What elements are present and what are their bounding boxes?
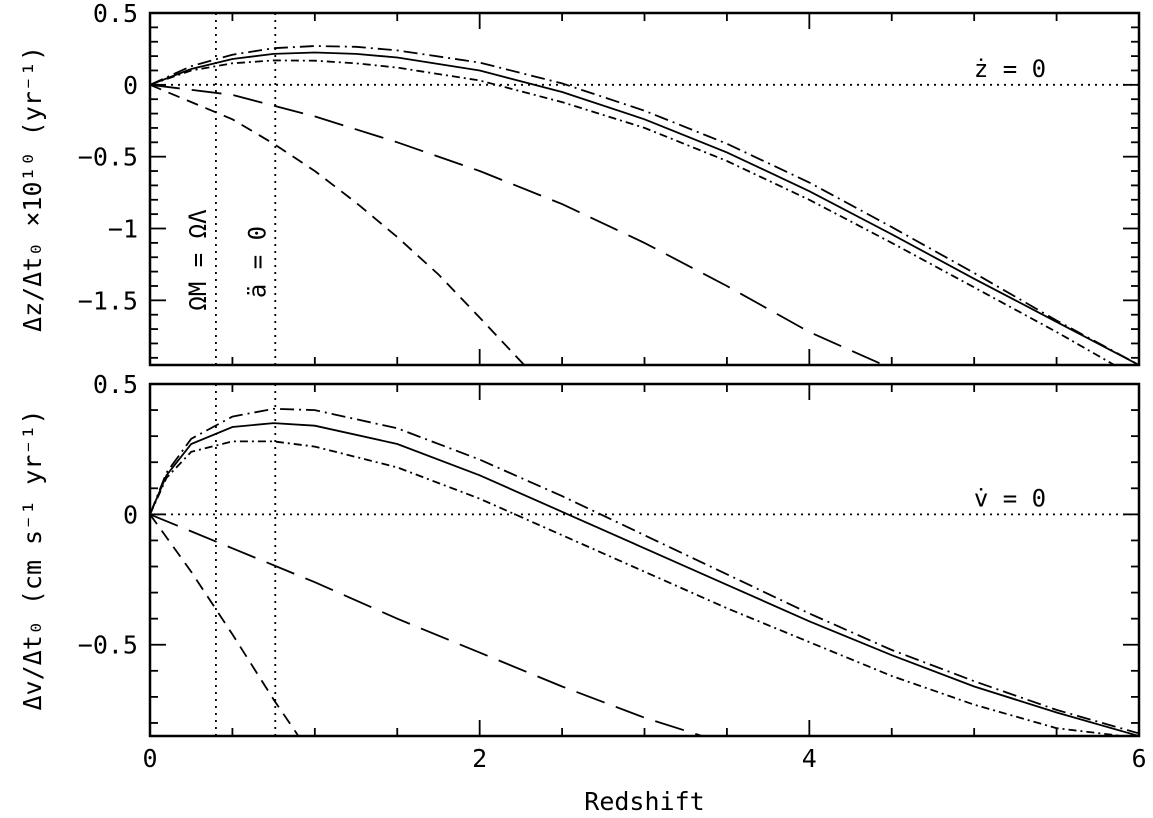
x-axis-title: Redshift [584,787,704,816]
y-tick-label: 0 [123,500,138,529]
curves [150,45,1139,365]
y-tick-label: 0 [123,71,138,100]
series-short-dash [150,83,525,365]
x-tick-label: 4 [802,744,817,773]
series-dash-dot-short [150,440,1123,736]
series-solid [150,51,1139,365]
plot-frame [148,11,1141,367]
x-tick-label: 2 [472,744,487,773]
series-dash-dot [150,407,1139,735]
y-tick-label: −1.5 [78,286,138,315]
plot-frame [148,382,1141,738]
curves [150,407,1139,736]
series-short-dash [150,513,300,736]
acceleration-annotation: ä = 0 [243,226,271,298]
panel-bottom: 0.5 0 −0.5 0 2 4 6 Redshift Δv/Δt₀ (cm s⁻¹ yr⁻¹)… [18,370,1147,816]
series-long-dash [150,83,884,365]
y-tick-label: −0.5 [78,143,138,172]
y-tick-label: −0.5 [78,631,138,660]
y-tick-label: −1 [108,215,138,244]
zero-annotation: ż = 0 [974,55,1046,83]
omega-equality-annotation: ΩM = ΩΛ [184,209,212,311]
series-dash-dot [150,45,1139,365]
x-tick-label: 6 [1131,744,1146,773]
y-tick-label: 0.5 [93,370,138,399]
y-axis-title: Δv/Δt₀ (cm s⁻¹ yr⁻¹) [18,409,47,710]
series-long-dash [150,513,703,736]
panel-top: 0.5 0 −0.5 −1 −1.5 Δz/Δt₀ ×10¹⁰ (yr⁻¹) ż = 0 ΩM… [18,0,1141,367]
series-solid [150,422,1139,736]
x-tick-label: 0 [142,744,157,773]
zero-annotation: v̇ = 0 [974,484,1046,512]
y-axis-title: Δz/Δt₀ ×10¹⁰ (yr⁻¹) [18,46,47,332]
y-tick-label: 0.5 [93,0,138,28]
